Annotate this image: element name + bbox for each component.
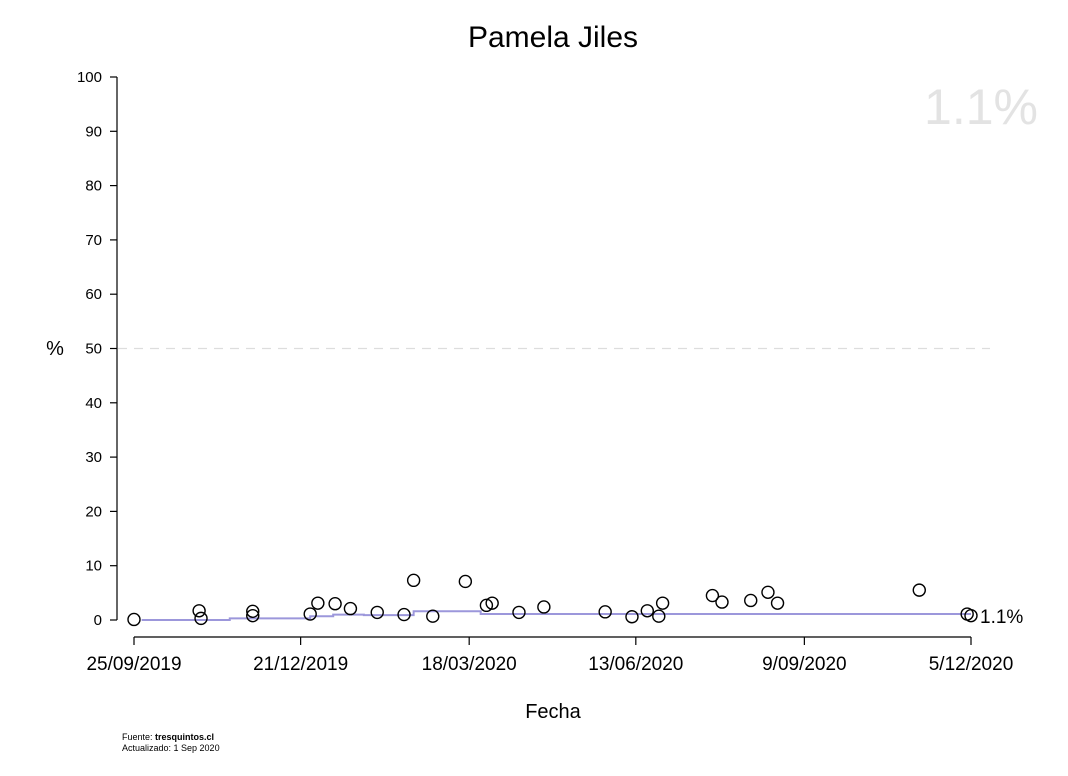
data-point [537, 600, 551, 614]
data-point [397, 607, 411, 622]
y-tick-label: 100 [77, 69, 102, 86]
x-tick-label: 13/06/2020 [588, 654, 683, 675]
data-point [715, 595, 729, 609]
y-tick-label: 70 [85, 232, 102, 249]
data-point [303, 607, 317, 621]
data-point [705, 588, 720, 603]
data-point [406, 573, 421, 588]
data-point [640, 604, 655, 618]
y-axis: 0 10 20 30 40 50 60 70 80 90 100 [77, 69, 118, 629]
y-tick-label: 20 [85, 503, 102, 520]
y-tick-label: 60 [85, 286, 102, 303]
data-point [458, 574, 473, 589]
data-point [485, 596, 499, 610]
x-axis-label: Fecha [525, 701, 581, 723]
data-point [127, 612, 141, 627]
data-point [426, 609, 440, 623]
data-point [328, 597, 342, 611]
y-tick-label: 90 [85, 123, 102, 140]
data-point [343, 601, 358, 616]
x-tick-label: 5/12/2020 [929, 654, 1014, 675]
data-point [192, 604, 206, 618]
x-axis: 25/09/2019 21/12/2019 18/03/2020 13/06/2020… [86, 636, 1014, 675]
data-point [194, 611, 208, 626]
current-value-watermark: 1.1% [924, 79, 1038, 135]
x-tick-label: 21/12/2019 [253, 654, 348, 675]
y-tick-label: 50 [85, 341, 102, 358]
source-prefix: Fuente: [122, 732, 155, 742]
data-point [625, 610, 639, 624]
x-tick-label: 18/03/2020 [422, 654, 517, 675]
data-points [127, 573, 978, 627]
data-point [912, 583, 926, 597]
data-point [761, 585, 775, 600]
source-name: tresquintos.cl [155, 732, 214, 742]
updated-line: Actualizado: 1 Sep 2020 [122, 743, 220, 753]
data-point [652, 609, 666, 623]
data-point [655, 596, 670, 610]
data-point [311, 596, 325, 610]
end-value-label: 1.1% [980, 607, 1023, 628]
y-tick-label: 30 [85, 449, 102, 466]
data-point [744, 593, 758, 608]
y-tick-label: 40 [85, 395, 102, 412]
data-point [598, 605, 612, 619]
x-tick-label: 9/09/2020 [762, 654, 847, 675]
y-tick-label: 10 [85, 558, 102, 575]
y-tick-label: 80 [85, 178, 102, 195]
source-line: Fuente: tresquintos.cl [122, 732, 214, 742]
x-tick-label: 25/09/2019 [86, 654, 181, 675]
data-point [246, 604, 260, 619]
y-tick-label: 0 [94, 612, 102, 629]
chart-title: Pamela Jiles [468, 21, 638, 54]
data-point [479, 598, 494, 613]
data-point [770, 596, 785, 610]
y-axis-label: % [46, 338, 64, 360]
data-point [512, 605, 526, 620]
data-point [370, 605, 384, 620]
data-point [246, 608, 260, 623]
trend-line [141, 610, 971, 621]
data-point [964, 608, 978, 623]
